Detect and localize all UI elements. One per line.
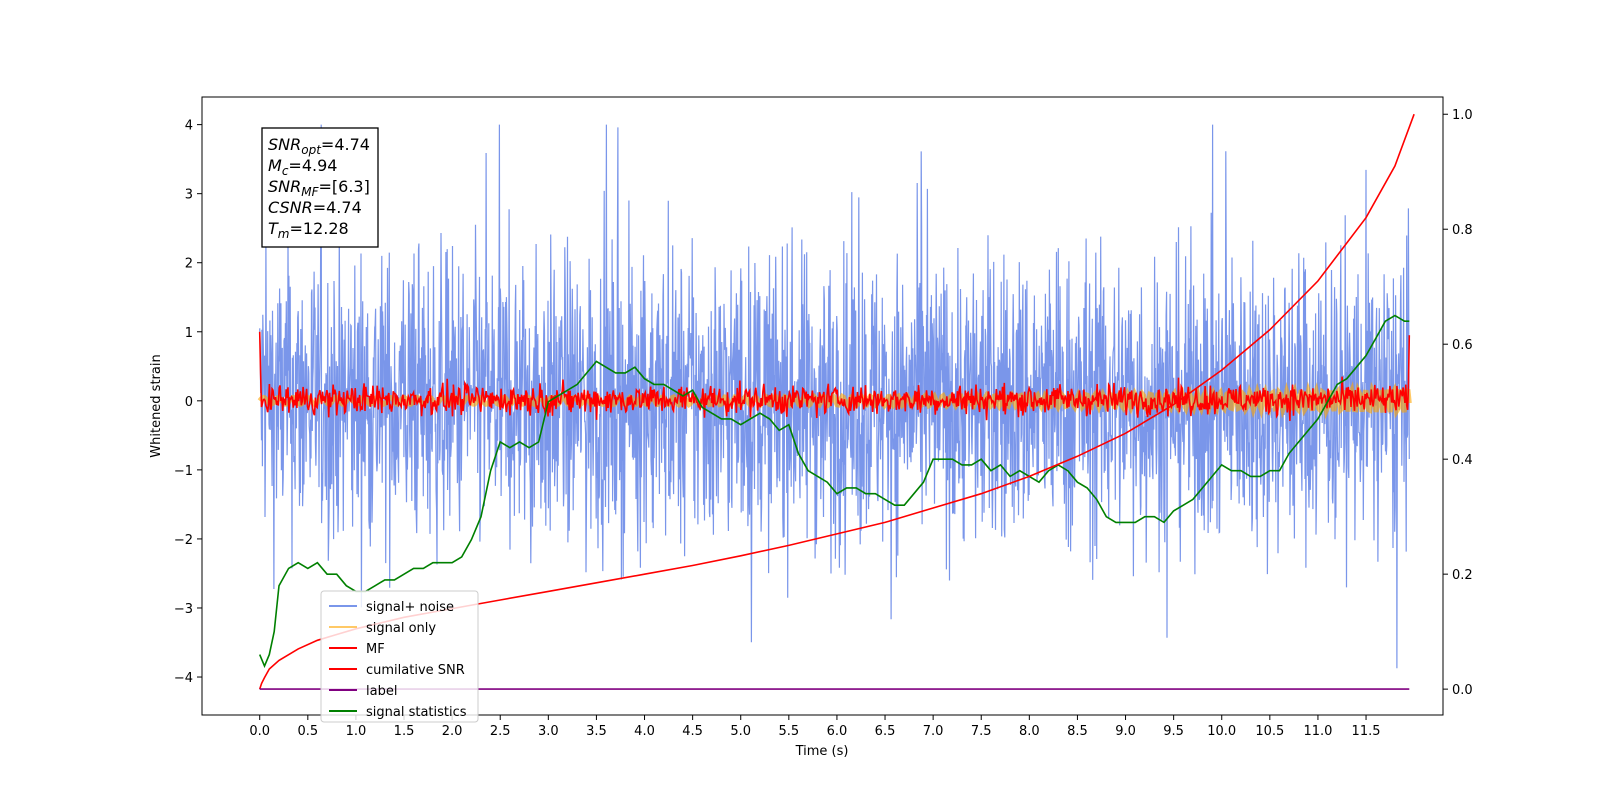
legend: signal+ noise signal only MF cumilative SNR… (320, 590, 479, 723)
legend-label: signal+ noise (366, 600, 454, 615)
legend-label: signal only (366, 621, 436, 636)
x-tick-label: 7.5 (971, 724, 992, 739)
y-right-tick-label: 0.8 (1452, 223, 1473, 238)
info-line: Mc=4.94 (268, 156, 337, 178)
x-tick-label: 10.5 (1255, 724, 1284, 739)
legend-frame (320, 590, 479, 723)
x-tick-label: 3.0 (538, 724, 559, 739)
info-line: Tm=12.28 (268, 219, 349, 241)
x-tick-label: 4.0 (634, 724, 655, 739)
y-tick-label: −4 (174, 671, 193, 686)
y-axis-label: Whitened strain (149, 354, 164, 457)
info-line: SNRopt=4.74 (268, 135, 370, 157)
x-tick-label: 9.0 (1115, 724, 1136, 739)
x-tick-label: 2.0 (442, 724, 463, 739)
y-tick-label: 3 (185, 188, 193, 203)
x-axis-label: Time (s) (795, 744, 849, 759)
y-tick-label: −3 (174, 602, 193, 617)
y-right-tick-label: 0.2 (1452, 568, 1473, 583)
x-tick-label: 9.5 (1163, 724, 1184, 739)
x-tick-label: 0.5 (297, 724, 318, 739)
plot-frame (201, 96, 1444, 716)
legend-label: MF (366, 642, 385, 657)
y-tick-label: −2 (174, 533, 193, 548)
y-tick-label: 0 (185, 395, 193, 410)
x-tick-label: 6.5 (875, 724, 896, 739)
x-tick-label: 2.5 (490, 724, 511, 739)
x-tick-label: 4.5 (682, 724, 703, 739)
x-tick-label: 5.5 (778, 724, 799, 739)
x-tick-label: 0.0 (249, 724, 270, 739)
y-right-tick-label: 1.0 (1452, 108, 1473, 123)
y-tick-label: −1 (174, 464, 193, 479)
signal-plus-noise-line (259, 124, 1410, 669)
y-tick-label: 1 (185, 326, 193, 341)
x-tick-label: 11.0 (1303, 724, 1332, 739)
x-tick-label: 5.0 (730, 724, 751, 739)
cumulative-snr-line (258, 113, 1415, 690)
y-right-tick-label: 0.6 (1452, 338, 1473, 353)
x-tick-label: 1.5 (394, 724, 415, 739)
mf-line (258, 331, 1411, 421)
y-tick-label: 4 (185, 119, 193, 134)
legend-label: signal statistics (366, 705, 467, 720)
info-line: SNRMF=[6.3] (268, 177, 370, 199)
x-tick-label: 8.5 (1067, 724, 1088, 739)
x-tick-label: 3.5 (586, 724, 607, 739)
info-box-frame (261, 127, 379, 248)
x-tick-label: 8.0 (1019, 724, 1040, 739)
signal-statistics-line (258, 314, 1410, 669)
x-tick-label: 6.0 (827, 724, 848, 739)
ticks-layer: 0.0 0.5 1.0 1.5 2.0 2.5 3.0 3.5 4.0 4.5 5.0 5.5 6.0 6… (174, 108, 1473, 739)
legend-label: label (366, 684, 397, 699)
data-layer (257, 113, 1415, 690)
y-right-tick-label: 0.4 (1452, 453, 1473, 468)
y-tick-label: 2 (185, 257, 193, 272)
x-tick-label: 11.5 (1352, 724, 1381, 739)
x-tick-label: 7.0 (923, 724, 944, 739)
legend-label: cumilative SNR (366, 663, 465, 678)
info-line: CSNR=4.74 (268, 198, 362, 217)
y-right-tick-label: 0.0 (1452, 683, 1473, 698)
x-tick-label: 1.0 (346, 724, 367, 739)
x-tick-label: 10.0 (1207, 724, 1236, 739)
